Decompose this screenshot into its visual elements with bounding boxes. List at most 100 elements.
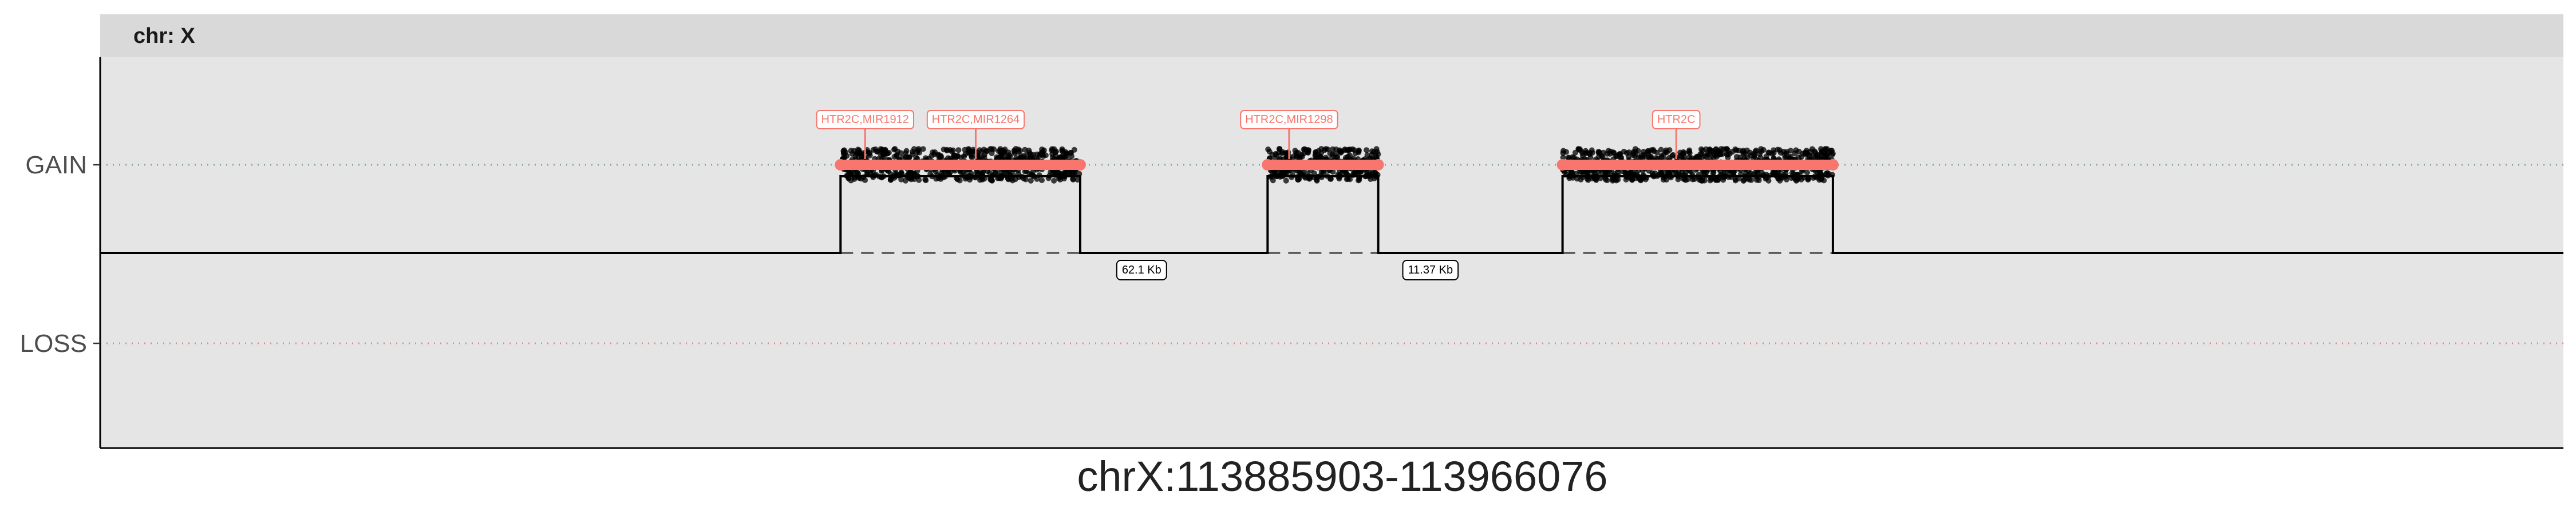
probe-point bbox=[910, 151, 915, 157]
probe-point bbox=[1601, 149, 1607, 156]
probe-point bbox=[1278, 170, 1285, 176]
probe-point bbox=[1333, 146, 1340, 152]
probe-point bbox=[1607, 150, 1613, 157]
probe-point bbox=[1618, 154, 1624, 161]
probe-point bbox=[979, 176, 985, 183]
probe-point bbox=[998, 149, 1004, 156]
probe-point bbox=[1011, 148, 1017, 154]
probe-point bbox=[1748, 152, 1754, 159]
probe-point bbox=[1738, 171, 1744, 177]
probe-point bbox=[972, 175, 978, 181]
probe-point bbox=[955, 147, 962, 153]
probe-point bbox=[1592, 176, 1598, 182]
probe-point bbox=[888, 176, 894, 182]
probe-point bbox=[1573, 171, 1579, 177]
probe-point bbox=[1612, 177, 1618, 183]
probe-point bbox=[967, 148, 973, 154]
probe-point bbox=[998, 154, 1005, 160]
probe-point bbox=[1686, 147, 1693, 153]
probe-point bbox=[1623, 150, 1630, 156]
probe-point bbox=[1733, 147, 1740, 153]
probe-point bbox=[1327, 176, 1334, 182]
probe-point bbox=[1372, 170, 1378, 176]
probe-point bbox=[1008, 176, 1014, 182]
probe-point bbox=[961, 153, 967, 160]
probe-point bbox=[979, 171, 985, 177]
probe-point bbox=[1829, 148, 1835, 154]
probe-point bbox=[922, 176, 929, 183]
probe-point bbox=[913, 154, 919, 161]
gene-labels: HTR2C,MIR1912 HTR2C,MIR1264 HTR2C,MIR1298 H… bbox=[816, 110, 1701, 159]
probe-point bbox=[1708, 148, 1714, 154]
probe-point bbox=[1017, 148, 1023, 154]
x-axis-title: chrX:113885903-113966076 bbox=[1077, 453, 1607, 500]
probe-point bbox=[1698, 151, 1705, 157]
probe-point bbox=[1689, 172, 1696, 178]
probe-point bbox=[1829, 172, 1835, 178]
probe-point bbox=[1049, 146, 1055, 152]
probe-point bbox=[841, 151, 847, 157]
probe-point bbox=[1708, 176, 1714, 182]
probe-point bbox=[1267, 173, 1273, 180]
probe-point bbox=[1714, 149, 1721, 155]
probe-point bbox=[1662, 173, 1669, 180]
probe-point bbox=[1018, 155, 1024, 161]
gap-label-box bbox=[1402, 260, 1459, 280]
probe-point bbox=[1074, 177, 1081, 183]
probe-point bbox=[1658, 146, 1664, 153]
probe-point bbox=[938, 171, 945, 176]
probe-point bbox=[989, 150, 995, 156]
probe-point bbox=[1579, 174, 1586, 180]
probe-point bbox=[1335, 172, 1341, 178]
segment-end-dot bbox=[1074, 159, 1086, 171]
probe-point bbox=[935, 175, 942, 181]
probe-point bbox=[1615, 169, 1621, 175]
probe-point bbox=[1773, 173, 1780, 179]
probe-point bbox=[1748, 177, 1755, 183]
probe-point bbox=[1680, 169, 1686, 176]
probe-point bbox=[1563, 149, 1569, 155]
probe-point bbox=[1647, 154, 1653, 160]
probe-point bbox=[960, 168, 966, 175]
probe-point bbox=[1752, 148, 1759, 154]
probe-point bbox=[987, 176, 994, 183]
probe-point bbox=[1698, 146, 1704, 152]
probe-point bbox=[1689, 155, 1695, 161]
probe-point bbox=[862, 177, 868, 183]
probe-point bbox=[915, 147, 921, 153]
gene-label-box bbox=[816, 110, 914, 129]
probe-point bbox=[1680, 149, 1686, 155]
probe-point bbox=[841, 147, 847, 153]
gene-label-box bbox=[926, 110, 1025, 129]
probe-point bbox=[1585, 177, 1591, 183]
probe-point bbox=[1041, 147, 1047, 153]
probe-point bbox=[1681, 176, 1687, 182]
probe-point bbox=[1374, 149, 1380, 155]
probe-point bbox=[1345, 176, 1351, 182]
probe-point bbox=[1318, 174, 1325, 180]
segment-start-dot bbox=[835, 159, 847, 171]
probe-point bbox=[1792, 150, 1798, 156]
facet-label: chr: X bbox=[133, 24, 195, 48]
probe-point bbox=[945, 155, 951, 161]
probe-point bbox=[1276, 149, 1282, 156]
probe-point bbox=[876, 173, 882, 180]
probe-point bbox=[1666, 155, 1672, 161]
probe-point bbox=[851, 176, 858, 182]
probe-point bbox=[1804, 169, 1810, 176]
probe-point bbox=[1069, 153, 1074, 159]
probe-point bbox=[1780, 149, 1787, 154]
probe-point bbox=[1710, 169, 1717, 175]
probe-point bbox=[1640, 172, 1646, 179]
probe-point bbox=[983, 148, 990, 154]
probe-point bbox=[1632, 146, 1638, 152]
probe-point bbox=[987, 170, 993, 176]
gene-label: HTR2C bbox=[1657, 113, 1696, 126]
probe-point bbox=[1701, 177, 1708, 184]
y-tick-label-loss: LOSS bbox=[20, 330, 87, 358]
probe-point bbox=[954, 153, 961, 159]
probe-point bbox=[846, 175, 852, 181]
probe-point bbox=[977, 147, 983, 153]
gap-label-box bbox=[1116, 260, 1167, 280]
facet-strip bbox=[100, 14, 2563, 57]
